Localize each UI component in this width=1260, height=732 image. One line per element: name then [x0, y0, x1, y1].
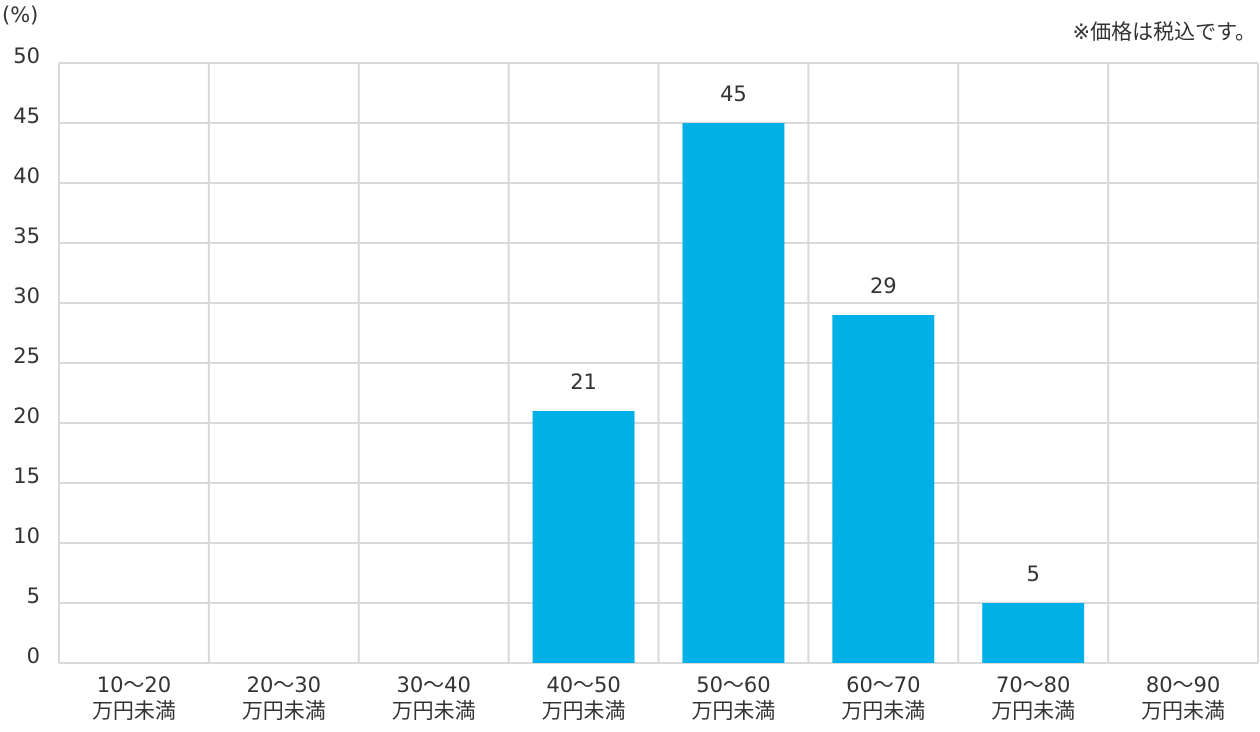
- y-tick-label: 25: [13, 344, 40, 368]
- y-tick-label: 20: [13, 404, 40, 428]
- y-tick-label: 5: [27, 584, 40, 608]
- y-tick-label: 30: [13, 284, 40, 308]
- bar: [982, 603, 1085, 663]
- x-tick-label: 40〜50: [546, 673, 620, 697]
- bar: [532, 411, 635, 663]
- x-tick-label: 万円未満: [841, 699, 925, 723]
- x-tick-label: 50〜60: [696, 673, 770, 697]
- y-tick-label: 0: [27, 644, 40, 668]
- data-label: 45: [720, 82, 747, 106]
- y-tick-label: 15: [13, 464, 40, 488]
- x-tick-label: 60〜70: [846, 673, 920, 697]
- x-tick-label: 万円未満: [92, 699, 176, 723]
- data-label: 5: [1027, 562, 1040, 586]
- x-tick-label: 万円未満: [392, 699, 476, 723]
- note: ※価格は税込です。: [1073, 20, 1257, 44]
- x-tick-label: 万円未満: [1141, 699, 1225, 723]
- bar: [682, 123, 785, 663]
- y-tick-label: 45: [13, 104, 40, 128]
- y-axis-unit: (%): [2, 3, 38, 27]
- data-label: 21: [570, 370, 597, 394]
- x-tick-label: 10〜20: [97, 673, 171, 697]
- x-tick-label: 万円未満: [991, 699, 1075, 723]
- y-tick-label: 50: [13, 44, 40, 68]
- bar: [832, 315, 935, 663]
- y-tick-label: 10: [13, 524, 40, 548]
- x-tick-label: 万円未満: [542, 699, 626, 723]
- data-label: 29: [870, 274, 897, 298]
- x-tick-label: 30〜40: [396, 673, 470, 697]
- x-tick-label: 70〜80: [996, 673, 1070, 697]
- x-tick-label: 万円未満: [691, 699, 775, 723]
- x-tick-label: 万円未満: [242, 699, 326, 723]
- y-tick-label: 35: [13, 224, 40, 248]
- x-tick-label: 80〜90: [1146, 673, 1220, 697]
- y-tick-label: 40: [13, 164, 40, 188]
- x-tick-label: 20〜30: [247, 673, 321, 697]
